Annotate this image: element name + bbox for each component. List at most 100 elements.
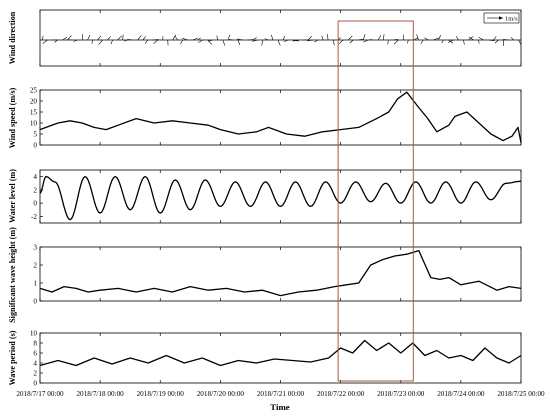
significant-wave-height-ytick-label: 3 <box>33 244 37 252</box>
wind-vector <box>349 39 354 44</box>
wind-vector <box>363 39 369 43</box>
wind-vector <box>142 36 147 41</box>
wind-vector <box>307 39 314 42</box>
significant-wave-height-ytick-label: 0 <box>33 298 37 306</box>
wave-period-ytick-label: 0 <box>33 380 37 388</box>
wind-vector <box>332 39 335 46</box>
wind-vector <box>510 37 514 41</box>
wind-vector <box>478 36 484 41</box>
water-level-ytick-label: 4 <box>33 173 37 181</box>
wind-vector <box>227 34 231 41</box>
wind-vector <box>416 34 419 41</box>
wind-vector <box>292 39 299 42</box>
wind-direction-ylabel: Wind direction <box>8 11 17 64</box>
wind-vector <box>216 35 219 41</box>
water-level-series-line <box>39 175 521 221</box>
wind-vector <box>455 35 459 41</box>
wind-vector <box>222 39 226 46</box>
significant-wave-height-frame <box>39 246 522 302</box>
wind-vector <box>237 39 241 46</box>
wave-period-ytick-label: 4 <box>33 360 37 368</box>
wind-legend-arrowhead <box>499 16 503 20</box>
wind-vector <box>42 35 44 41</box>
significant-wave-height-series-line <box>39 249 522 297</box>
wind-vector <box>441 39 444 44</box>
wave-period-series-line <box>39 339 522 367</box>
wind-vector <box>174 35 178 41</box>
wave-period-ytick-label: 2 <box>33 370 37 378</box>
wind-vector <box>153 39 158 44</box>
wind-speed-ylabel: Wind speed (m/s) <box>8 87 17 148</box>
wind-vector <box>393 38 398 41</box>
wind-vector <box>283 39 289 43</box>
wind-vector <box>252 37 257 41</box>
wind-vector <box>67 35 72 41</box>
x-tick-label: 2018/7/20 00:00 <box>197 390 245 398</box>
wind-vector <box>208 39 213 42</box>
wind-speed-ytick-label: 5 <box>33 131 37 139</box>
wind-vector <box>503 38 509 41</box>
wind-vector <box>448 39 454 43</box>
wind-vector <box>87 34 91 41</box>
x-tick-label: 2018/7/23 00:00 <box>377 390 425 398</box>
wind-vector <box>377 35 382 41</box>
wind-speed-ytick-label: 20 <box>30 98 38 106</box>
wind-vector <box>252 39 259 42</box>
wind-vector <box>172 34 176 41</box>
wind-vector <box>73 39 78 42</box>
wave-period-ytick-label: 8 <box>33 340 37 348</box>
water-level-ytick-label: 0 <box>33 200 37 208</box>
wind-vector <box>369 39 374 41</box>
significant-wave-height-ytick-label: 2 <box>33 262 37 270</box>
wind-vector <box>107 36 111 41</box>
wind-vector <box>197 37 201 41</box>
wind-vector <box>98 39 103 45</box>
wind-vector <box>97 35 102 41</box>
wind-vector <box>494 39 499 44</box>
wind-vector <box>362 34 366 41</box>
x-tick-label: 2018/7/22 00:00 <box>317 390 365 398</box>
x-axis-title: Time <box>270 402 289 412</box>
wind-direction-frame <box>39 9 522 67</box>
x-tick-label: 2018/7/19 00:00 <box>137 390 185 398</box>
wind-speed-frame <box>39 89 522 146</box>
wind-vector <box>382 34 385 41</box>
wind-vector <box>236 38 243 41</box>
wave-period-ytick-label: 10 <box>30 330 38 338</box>
water-level-frame <box>39 169 522 224</box>
wind-speed-ytick-label: 10 <box>30 120 38 128</box>
wind-vector <box>358 38 363 41</box>
wind-vector <box>307 35 312 41</box>
wind-vector <box>91 39 93 44</box>
wind-speed-ytick-label: 15 <box>30 109 38 117</box>
wind-vector <box>261 39 264 46</box>
wind-vector <box>463 39 465 45</box>
wind-vector <box>393 39 399 45</box>
wind-vector <box>192 37 199 41</box>
wind-vector <box>468 36 474 41</box>
water-level-ylabel: Water level (m) <box>8 169 17 223</box>
wind-speed-series-line <box>39 91 522 143</box>
x-tick-label: 2018/7/24 00:00 <box>437 390 485 398</box>
wind-vector <box>127 38 133 41</box>
wind-vector <box>198 39 203 43</box>
wind-vector <box>229 38 233 41</box>
water-level-ytick-label: -2 <box>31 213 37 221</box>
wind-vector <box>420 39 424 44</box>
x-tick-label: 2018/7/17 00:00 <box>16 390 64 398</box>
wind-vector <box>42 39 48 44</box>
significant-wave-height-ylabel: Significant wave height (m) <box>8 227 17 323</box>
wind-vector <box>152 39 159 41</box>
wind-speed-ytick-label: 25 <box>30 87 38 95</box>
wind-vector <box>321 35 324 41</box>
wind-speed-ytick-label: 0 <box>33 142 37 150</box>
wind-vector <box>313 39 319 43</box>
wind-vector <box>117 35 122 41</box>
wind-vector <box>407 39 409 44</box>
wind-vector <box>62 36 68 41</box>
wave-period-ytick-label: 6 <box>33 350 37 358</box>
wind-vector <box>433 37 440 41</box>
wind-vector <box>123 39 128 42</box>
wind-vector <box>122 34 124 41</box>
